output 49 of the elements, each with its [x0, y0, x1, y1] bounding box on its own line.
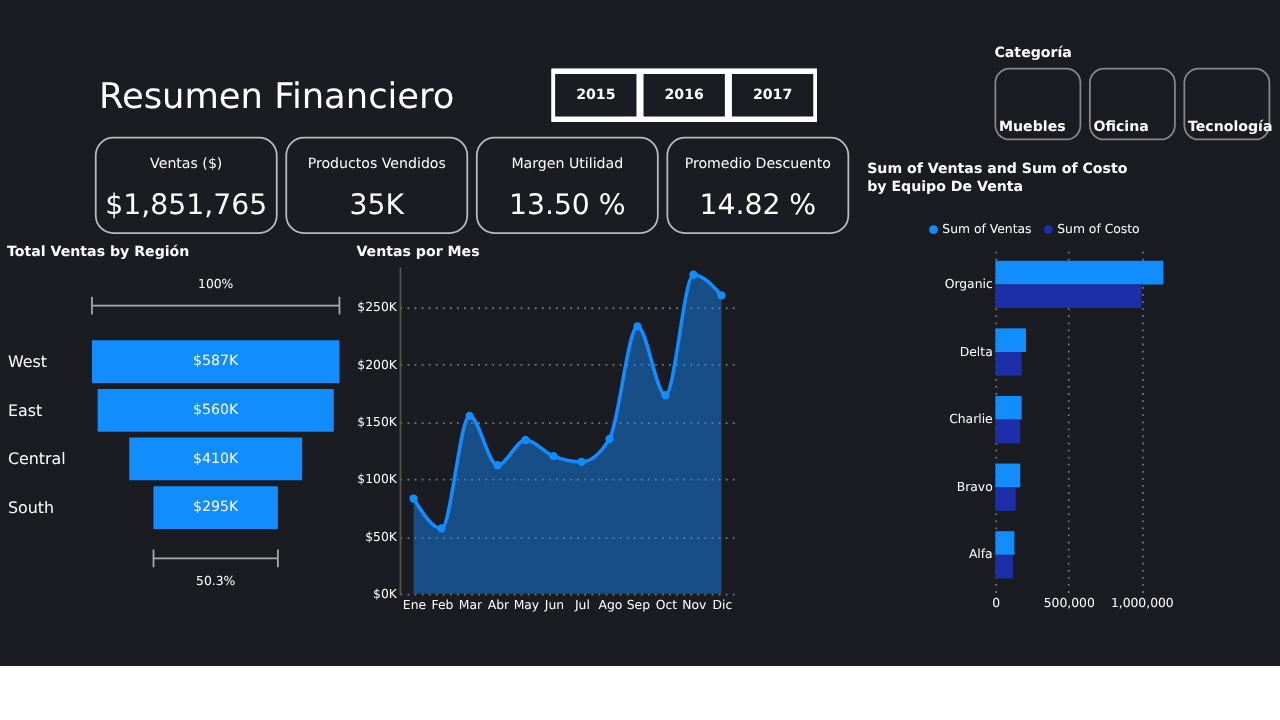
data-label: $560K — [193, 399, 240, 418]
data-label: $295K — [193, 497, 240, 516]
category-label: West — [7, 353, 47, 372]
bar — [995, 554, 1013, 579]
data-label: $1,851,765 — [105, 189, 268, 222]
point — [661, 391, 670, 400]
data-label: 13.50 % — [508, 189, 626, 222]
point — [465, 411, 474, 421]
bar — [995, 463, 1021, 488]
text: Resumen Financiero — [99, 77, 455, 118]
category-label: Margen Utilidad — [511, 153, 624, 172]
category-label: Tecnología — [1187, 116, 1273, 135]
category-label: Promedio Descuento — [684, 153, 832, 172]
point — [633, 322, 642, 331]
category-label: Productos Vendidos — [307, 153, 447, 172]
chart-title: Ventas por Mes — [356, 242, 480, 261]
bar — [995, 352, 1022, 376]
text: Categoría — [994, 43, 1073, 62]
bar — [995, 419, 1021, 444]
point — [437, 524, 446, 533]
category-label: 2017 — [752, 84, 793, 103]
bar — [995, 328, 1027, 353]
category-label: Central — [7, 450, 66, 469]
point — [577, 457, 586, 466]
bar — [995, 395, 1022, 420]
point — [689, 270, 698, 279]
category-label: East — [7, 401, 43, 420]
bar — [995, 487, 1016, 511]
category-label: Oficina — [1093, 116, 1150, 135]
point — [493, 461, 502, 470]
bar — [995, 284, 1142, 309]
text: Total Ventas by Región — [7, 242, 190, 261]
data-label: $410K — [193, 448, 240, 467]
point — [521, 435, 530, 445]
bar — [995, 531, 1015, 555]
category-label: 2016 — [664, 84, 705, 103]
chart-title: Sum of Ventas and Sum of Costo by Equipo De Venta — [867, 159, 1128, 195]
point — [717, 291, 726, 300]
category-label: South — [7, 498, 55, 517]
category-label: 2015 — [576, 84, 616, 103]
point — [549, 451, 558, 461]
point — [605, 434, 614, 443]
category-label: Muebles — [998, 116, 1066, 135]
bar — [995, 260, 1164, 285]
point — [409, 494, 418, 503]
category-label: Ventas ($) — [150, 153, 223, 172]
data-label: 35K — [349, 189, 406, 222]
data-label: 14.82 % — [699, 189, 817, 222]
data-label: $587K — [193, 351, 240, 370]
